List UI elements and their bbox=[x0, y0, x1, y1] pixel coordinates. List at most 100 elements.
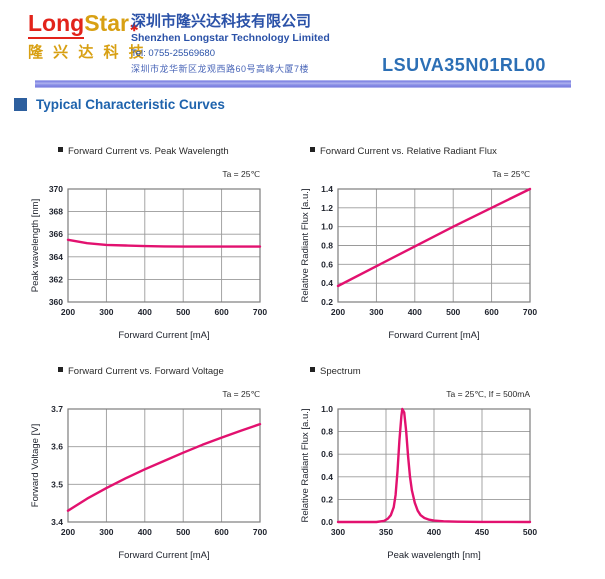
chart-plot: 200 300 400 500 600 700 0.2 0.4 0.6 0.8 1.0 1.2 1.4 F… bbox=[300, 184, 537, 341]
y-axis-label: Peak wavelength [nm] bbox=[30, 199, 41, 292]
chart-annotation: Ta = 25℃, If = 500mA bbox=[446, 389, 530, 399]
svg-text:700: 700 bbox=[253, 527, 267, 537]
chart-title: Spectrum bbox=[320, 366, 361, 377]
logo-text-long: Long bbox=[28, 10, 85, 39]
svg-text:370: 370 bbox=[49, 184, 63, 194]
curve-line bbox=[336, 407, 532, 524]
tick-labels: 200 300 400 500 600 700 360 362 364 366 368 370 bbox=[49, 184, 268, 317]
svg-text:0.6: 0.6 bbox=[321, 259, 333, 269]
svg-text:1.2: 1.2 bbox=[321, 203, 333, 213]
svg-text:700: 700 bbox=[253, 307, 267, 317]
svg-text:366: 366 bbox=[49, 229, 63, 239]
x-axis-label: Peak wavelength [nm] bbox=[387, 550, 480, 561]
chart-bullet-icon bbox=[58, 367, 63, 372]
svg-text:600: 600 bbox=[485, 307, 499, 317]
chart-annotation: Ta = 25℃ bbox=[222, 169, 260, 179]
chart-bullet-icon bbox=[310, 147, 315, 152]
svg-text:364: 364 bbox=[49, 252, 63, 262]
section-title: Typical Characteristic Curves bbox=[36, 97, 225, 112]
x-axis-label: Forward Current [mA] bbox=[118, 550, 209, 561]
y-axis-label: Relative Radiant Flux [a.u.] bbox=[300, 188, 311, 302]
svg-text:200: 200 bbox=[61, 527, 75, 537]
chart-title: Forward Current vs. Relative Radiant Flu… bbox=[320, 146, 497, 157]
svg-text:368: 368 bbox=[49, 207, 63, 217]
chart-spectrum: Spectrum Ta = 25℃, If = 500mA 300 350 400 4… bbox=[298, 360, 544, 561]
section-header: Typical Characteristic Curves bbox=[14, 96, 225, 114]
logo-wordmark: LongStar✱ bbox=[28, 10, 147, 39]
svg-text:360: 360 bbox=[49, 297, 63, 307]
plot-border bbox=[337, 188, 531, 303]
chart-title-row: Spectrum bbox=[298, 366, 544, 380]
svg-text:3.4: 3.4 bbox=[51, 517, 63, 527]
svg-text:0.6: 0.6 bbox=[321, 449, 333, 459]
y-axis-label: Relative Radiant Flux [a.u.] bbox=[300, 408, 311, 522]
x-axis-label: Forward Current [mA] bbox=[118, 330, 209, 341]
svg-text:200: 200 bbox=[331, 307, 345, 317]
tick-labels: 200 300 400 500 600 700 3.4 3.5 3.6 3.7 bbox=[51, 404, 267, 537]
svg-text:3.5: 3.5 bbox=[51, 479, 63, 489]
chart-title-row: Forward Current vs. Forward Voltage bbox=[28, 366, 274, 380]
svg-text:3.6: 3.6 bbox=[51, 442, 63, 452]
chart-title: Forward Current vs. Peak Wavelength bbox=[68, 146, 229, 157]
company-name-en: Shenzhen Longstar Technology Limited bbox=[131, 31, 330, 44]
curve-line bbox=[336, 187, 532, 288]
plot-grid bbox=[337, 408, 531, 523]
chart-bullet-icon bbox=[58, 147, 63, 152]
plot-border bbox=[337, 408, 531, 523]
svg-text:400: 400 bbox=[427, 527, 441, 537]
chart-plot: 200 300 400 500 600 700 3.4 3.5 3.6 3.7 Forward Cu… bbox=[30, 404, 267, 561]
tick-labels: 300 350 400 450 500 0.0 0.2 0.4 0.6 0.8 1.0 bbox=[321, 404, 537, 537]
svg-text:0.4: 0.4 bbox=[321, 472, 333, 482]
plot-border bbox=[67, 408, 261, 523]
chart-plot: 200 300 400 500 600 700 360 362 364 366 368 370 Forw… bbox=[30, 184, 268, 341]
section-bullet-icon bbox=[14, 98, 27, 111]
svg-text:400: 400 bbox=[138, 527, 152, 537]
company-info: 深圳市隆兴达科技有限公司 Shenzhen Longstar Technolog… bbox=[131, 13, 330, 75]
svg-text:0.4: 0.4 bbox=[321, 278, 333, 288]
svg-text:400: 400 bbox=[138, 307, 152, 317]
svg-text:200: 200 bbox=[61, 307, 75, 317]
plot-grid bbox=[67, 408, 261, 523]
logo-text-star: Star bbox=[84, 10, 129, 36]
chart-forward-current-vs-peak-wavelength: Forward Current vs. Peak Wavelength Ta =… bbox=[28, 140, 274, 341]
svg-text:300: 300 bbox=[331, 527, 345, 537]
chart-forward-current-vs-forward-voltage: Forward Current vs. Forward Voltage Ta =… bbox=[28, 360, 274, 561]
svg-text:0.8: 0.8 bbox=[321, 241, 333, 251]
svg-text:350: 350 bbox=[379, 527, 393, 537]
chart-forward-current-vs-relative-radiant-flux: Forward Current vs. Relative Radiant Flu… bbox=[298, 140, 544, 341]
part-number: LSUVA35N01RL00 bbox=[382, 55, 546, 75]
svg-text:362: 362 bbox=[49, 274, 63, 284]
svg-text:500: 500 bbox=[176, 307, 190, 317]
chart-bullet-icon bbox=[310, 367, 315, 372]
y-axis-label: Forward Voltage [V] bbox=[30, 424, 41, 507]
chart-annotation: Ta = 25℃ bbox=[492, 169, 530, 179]
svg-text:0.2: 0.2 bbox=[321, 494, 333, 504]
chart-annotation: Ta = 25℃ bbox=[222, 389, 260, 399]
header-divider bbox=[35, 80, 571, 88]
svg-text:300: 300 bbox=[99, 307, 113, 317]
svg-text:0.2: 0.2 bbox=[321, 297, 333, 307]
chart-plot: 300 350 400 450 500 0.0 0.2 0.4 0.6 0.8 1.0 Peak wa… bbox=[300, 404, 537, 561]
svg-text:1.4: 1.4 bbox=[321, 184, 333, 194]
svg-text:300: 300 bbox=[369, 307, 383, 317]
svg-text:1.0: 1.0 bbox=[321, 222, 333, 232]
company-logo: LongStar✱ 隆 兴 达 科 技 bbox=[28, 10, 147, 62]
company-tel: Tel: 0755-25569680 bbox=[131, 47, 215, 59]
curve-line bbox=[66, 238, 262, 248]
chart-title: Forward Current vs. Forward Voltage bbox=[68, 366, 224, 377]
svg-text:1.0: 1.0 bbox=[321, 404, 333, 414]
svg-text:400: 400 bbox=[408, 307, 422, 317]
svg-text:700: 700 bbox=[523, 307, 537, 317]
svg-text:500: 500 bbox=[523, 527, 537, 537]
chart-title-row: Forward Current vs. Peak Wavelength bbox=[28, 146, 274, 160]
tick-labels: 200 300 400 500 600 700 0.2 0.4 0.6 0.8 1.0 1.2 1.4 bbox=[321, 184, 537, 317]
company-name-cn: 深圳市隆兴达科技有限公司 bbox=[131, 13, 312, 30]
company-address: 深圳市龙华新区龙观西路60号高峰大厦7楼 bbox=[131, 63, 310, 74]
chart-title-row: Forward Current vs. Relative Radiant Flu… bbox=[298, 146, 544, 160]
x-axis-label: Forward Current [mA] bbox=[388, 330, 479, 341]
svg-text:0.8: 0.8 bbox=[321, 427, 333, 437]
svg-text:600: 600 bbox=[215, 527, 229, 537]
curve-line bbox=[66, 422, 262, 512]
svg-text:600: 600 bbox=[215, 307, 229, 317]
svg-text:450: 450 bbox=[475, 527, 489, 537]
